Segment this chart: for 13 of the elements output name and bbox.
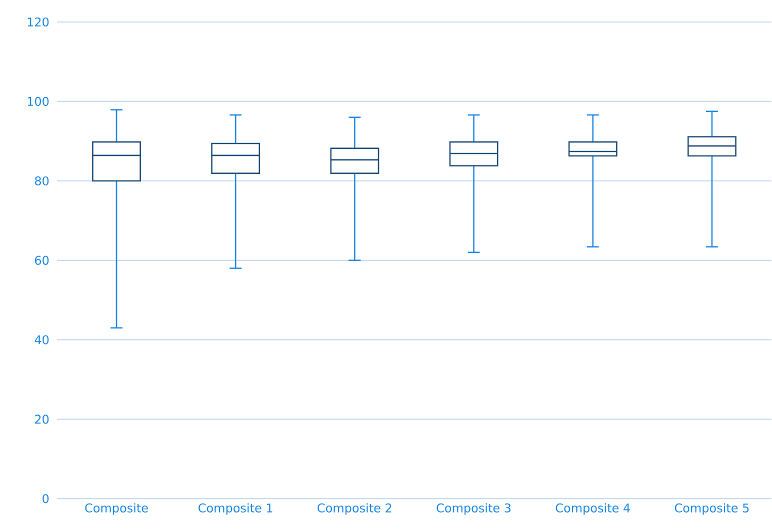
y-tick-label: 0 bbox=[42, 494, 49, 504]
y-tick-label: 60 bbox=[35, 256, 49, 266]
x-tick-label: Composite 4 bbox=[556, 503, 630, 515]
y-tick-label: 120 bbox=[28, 18, 49, 27]
x-tick-label: Composite 3 bbox=[436, 503, 511, 515]
x-tick-label: Composite bbox=[85, 503, 148, 515]
y-tick-label: 80 bbox=[34, 176, 49, 186]
y-tick-label: 100 bbox=[28, 97, 49, 106]
x-tick-label: Composite 5 bbox=[674, 503, 749, 515]
x-tick-label: Composite 1 bbox=[198, 503, 272, 515]
y-tick-label: 20 bbox=[35, 414, 49, 424]
x-tick-label: Composite 2 bbox=[318, 503, 392, 515]
y-tick-label: 40 bbox=[34, 335, 49, 344]
